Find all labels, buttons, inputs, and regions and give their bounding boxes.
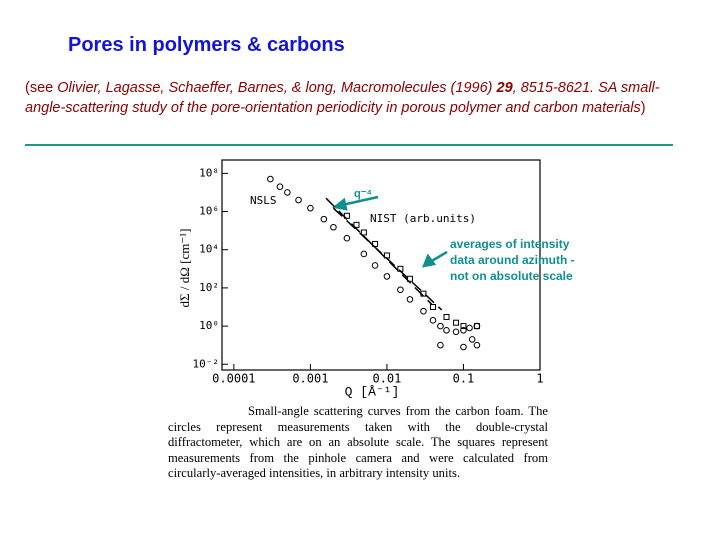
circle-point	[429, 317, 437, 324]
y-axis-label: dΣ / dΩ [cm⁻¹]	[177, 229, 192, 308]
note-line: not on absolute scale	[450, 269, 573, 283]
circle-point	[460, 343, 467, 351]
citation-volume: 29	[496, 80, 513, 96]
citation: (see Olivier, Lagasse, Schaeffer, Barnes…	[25, 78, 690, 118]
slope-annotation: q⁻⁴	[354, 188, 372, 200]
square-point	[343, 212, 350, 219]
circle-point	[383, 273, 391, 280]
square-point	[383, 252, 390, 259]
circle-point	[320, 215, 328, 223]
citation-close: )	[640, 100, 646, 116]
y-tick-label: 10⁰	[199, 319, 219, 332]
circle-point	[406, 296, 414, 303]
note-line: averages of intensity	[450, 237, 570, 251]
circle-point	[473, 341, 481, 349]
y-tick-label: 10²	[199, 281, 219, 294]
y-tick-label: 10⁴	[199, 243, 219, 256]
circle-point	[371, 262, 379, 269]
x-tick-label: 0.0001	[212, 372, 255, 386]
series-label: NSLS	[250, 194, 277, 207]
square-point	[353, 221, 360, 228]
series-label: NIST (arb.units)	[370, 212, 476, 225]
slide-title: Pores in polymers & carbons	[68, 34, 345, 56]
square-point	[460, 323, 467, 330]
fit-line	[332, 207, 443, 311]
arrows	[332, 195, 448, 268]
circle-point	[466, 324, 473, 332]
circle-point	[284, 189, 291, 196]
citation-rest: , 8515-8621. SA small-angle-scattering s…	[25, 80, 660, 116]
circle-point	[468, 336, 476, 343]
circle-point	[473, 322, 481, 330]
circle-point	[360, 250, 368, 258]
circle-point	[307, 204, 314, 212]
circle-point	[443, 327, 450, 334]
y-tick-label: 10⁻²	[193, 357, 220, 370]
square-point	[360, 229, 367, 236]
circle-point	[452, 328, 460, 336]
circle-point	[267, 175, 274, 183]
citation-authors: Olivier, Lagasse, Schaeffer, Barnes, & l…	[57, 80, 497, 96]
note-annotation: averages of intensity data around azimuth…	[450, 236, 575, 284]
x-tick-label: 0.001	[292, 372, 328, 386]
circle-point	[437, 322, 444, 330]
circle-point	[420, 307, 427, 315]
square-point	[420, 290, 427, 297]
caption: Small-angle scattering curves from the c…	[168, 404, 548, 480]
y-tick-label: 10⁶	[199, 205, 219, 218]
square-point	[443, 313, 450, 320]
citation-open: (see	[25, 80, 58, 96]
circle-point	[460, 327, 467, 334]
y-tick-label: 10⁸	[199, 166, 219, 179]
square-point	[397, 265, 404, 272]
square-point	[372, 240, 379, 247]
circle-point	[397, 286, 404, 294]
note-line: data around azimuth -	[450, 253, 575, 267]
square-point	[473, 323, 480, 330]
plot-frame	[221, 159, 541, 371]
circle-point	[437, 341, 444, 349]
circle-point	[276, 183, 284, 190]
x-tick-label: 0.1	[453, 372, 475, 386]
square-point	[406, 275, 413, 282]
x-tick-label: 0.01	[372, 372, 401, 386]
x-axis-label: Q [Å⁻¹]	[345, 384, 400, 399]
square-point	[453, 319, 460, 326]
x-tick-label: 1	[536, 372, 543, 386]
circle-point	[343, 234, 351, 242]
square-point	[430, 303, 437, 310]
circle-point	[330, 223, 337, 231]
circle-point	[295, 196, 302, 204]
